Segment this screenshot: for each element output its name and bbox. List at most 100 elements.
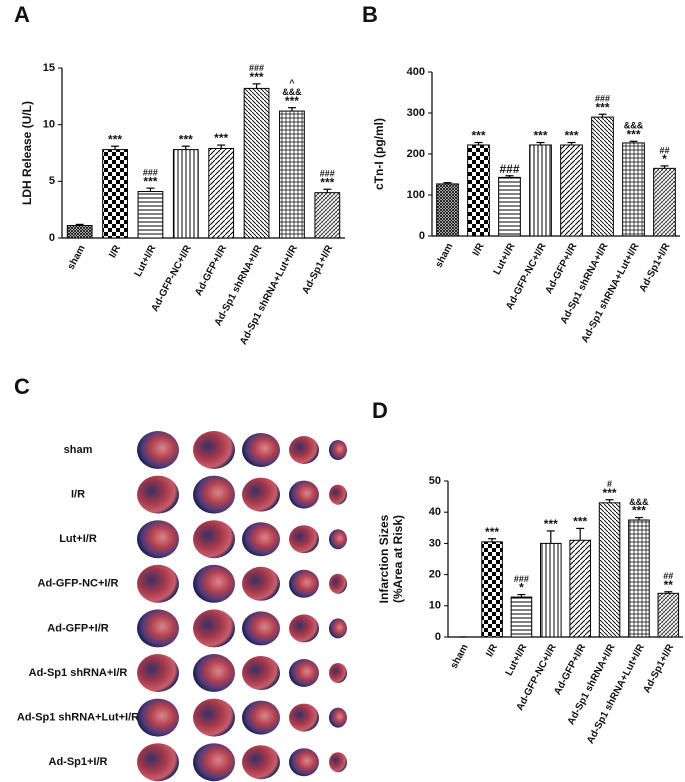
significance-label: ### [514,574,529,584]
x-tick-label: Ad-GFP+I/R [544,241,580,296]
bar [279,110,305,239]
x-tick-label: Lut+I/R [133,243,159,279]
bar [314,192,341,239]
significance-label: # [607,479,612,489]
heart-slice [242,745,280,780]
x-tick-label: I/R [484,642,500,659]
x-tick-label: sham [66,243,88,271]
bar [598,502,621,638]
heart-slice [289,569,319,598]
y-tick-label: 400 [407,66,425,78]
significance-label: *** [573,515,587,529]
significance-label: ^ [289,78,295,88]
panel-label: D [372,398,388,423]
heart-slice [242,566,280,601]
significance-label: &&& [629,497,649,507]
heart-slice [193,609,235,648]
significance-label: * [519,581,524,595]
bar [208,147,235,239]
bar [467,144,490,237]
significance-label: *** [485,525,499,539]
heart-slice [289,480,319,509]
x-tick-label: Ad-Sp1+I/R [300,243,335,296]
heart-slice [329,618,347,639]
significance-label: ### [143,168,158,178]
bar [498,176,521,237]
row-label: Ad-GFP-NC+I/R [38,578,119,590]
x-tick-label: Ad-Sp1+I/R [641,642,676,695]
significance-label: * [662,152,667,166]
heart-slice [329,707,347,728]
x-tick-label: Lut+I/R [492,241,518,277]
significance-label: *** [285,94,299,108]
y-axis-title: (%Area at Risk) [391,515,405,603]
heart-slice [242,611,280,646]
bar [628,519,650,638]
significance-label: ** [664,578,674,592]
x-tick-label: sham [449,642,471,670]
significance-label: *** [250,70,264,84]
heart-slice [137,609,179,648]
significance-label: *** [603,486,617,500]
heart-slice [329,529,347,550]
row-label: Ad-Sp1 shRNA+I/R [29,667,128,679]
heart-slice [329,573,347,594]
panel-label: A [14,2,30,27]
y-tick-label: 0 [49,232,55,244]
y-axis-title: LDH Release (U/L) [20,101,34,205]
row-label: Lut+I/R [59,533,97,545]
row-label: sham [64,444,93,456]
x-tick-label: Ad-Sp1 shRNA+Lut+I/R [585,642,647,746]
y-tick-label: 15 [43,62,55,74]
significance-label: *** [544,517,558,531]
bar [657,592,680,638]
heart-slice [329,752,347,773]
x-tick-label: Ad-GFP+I/R [193,243,229,298]
significance-label: ### [320,169,335,179]
bar [622,142,645,237]
bar [540,542,562,638]
significance-label: *** [632,504,646,518]
heart-slice [289,659,319,687]
y-tick-label: 50 [429,475,441,487]
x-tick-label: Lut+I/R [504,642,530,678]
heart-slice [137,475,179,514]
heart-slice [137,743,179,782]
significance-label: *** [595,100,609,114]
x-tick-label: I/R [107,243,123,260]
x-tick-label: Ad-GFP-NC+I/R [150,243,195,314]
heart-slice [242,700,280,735]
heart-slice [289,525,319,554]
bar [137,191,164,239]
x-tick-label: sham [434,241,456,269]
bar [172,149,199,239]
y-tick-label: 5 [49,175,55,187]
significance-label: *** [320,175,334,189]
significance-label: *** [471,129,485,143]
y-tick-label: 10 [43,119,55,131]
bar [510,596,533,638]
y-tick-label: 100 [407,189,425,201]
significance-label: ## [663,571,673,581]
bar [569,539,591,638]
heart-slice [193,743,235,782]
heart-slice [137,431,179,469]
heart-slice [329,440,347,460]
significance-label: *** [533,129,547,143]
bar [102,149,128,239]
row-label: Ad-GFP+I/R [47,622,108,634]
heart-slice [137,520,179,559]
bar [436,183,459,237]
significance-label: ## [659,145,669,155]
x-tick-label: I/R [471,241,487,258]
heart-slice [289,748,319,777]
y-tick-label: 0 [435,631,441,643]
panel-label: C [14,374,30,399]
y-axis-title: cTn-I (pg/ml) [372,118,386,190]
x-tick-label: Ad-Sp1+I/R [638,241,673,294]
heart-slice [137,564,179,603]
heart-slice [242,433,280,467]
y-tick-label: 300 [407,107,425,119]
y-tick-label: 20 [429,569,441,581]
